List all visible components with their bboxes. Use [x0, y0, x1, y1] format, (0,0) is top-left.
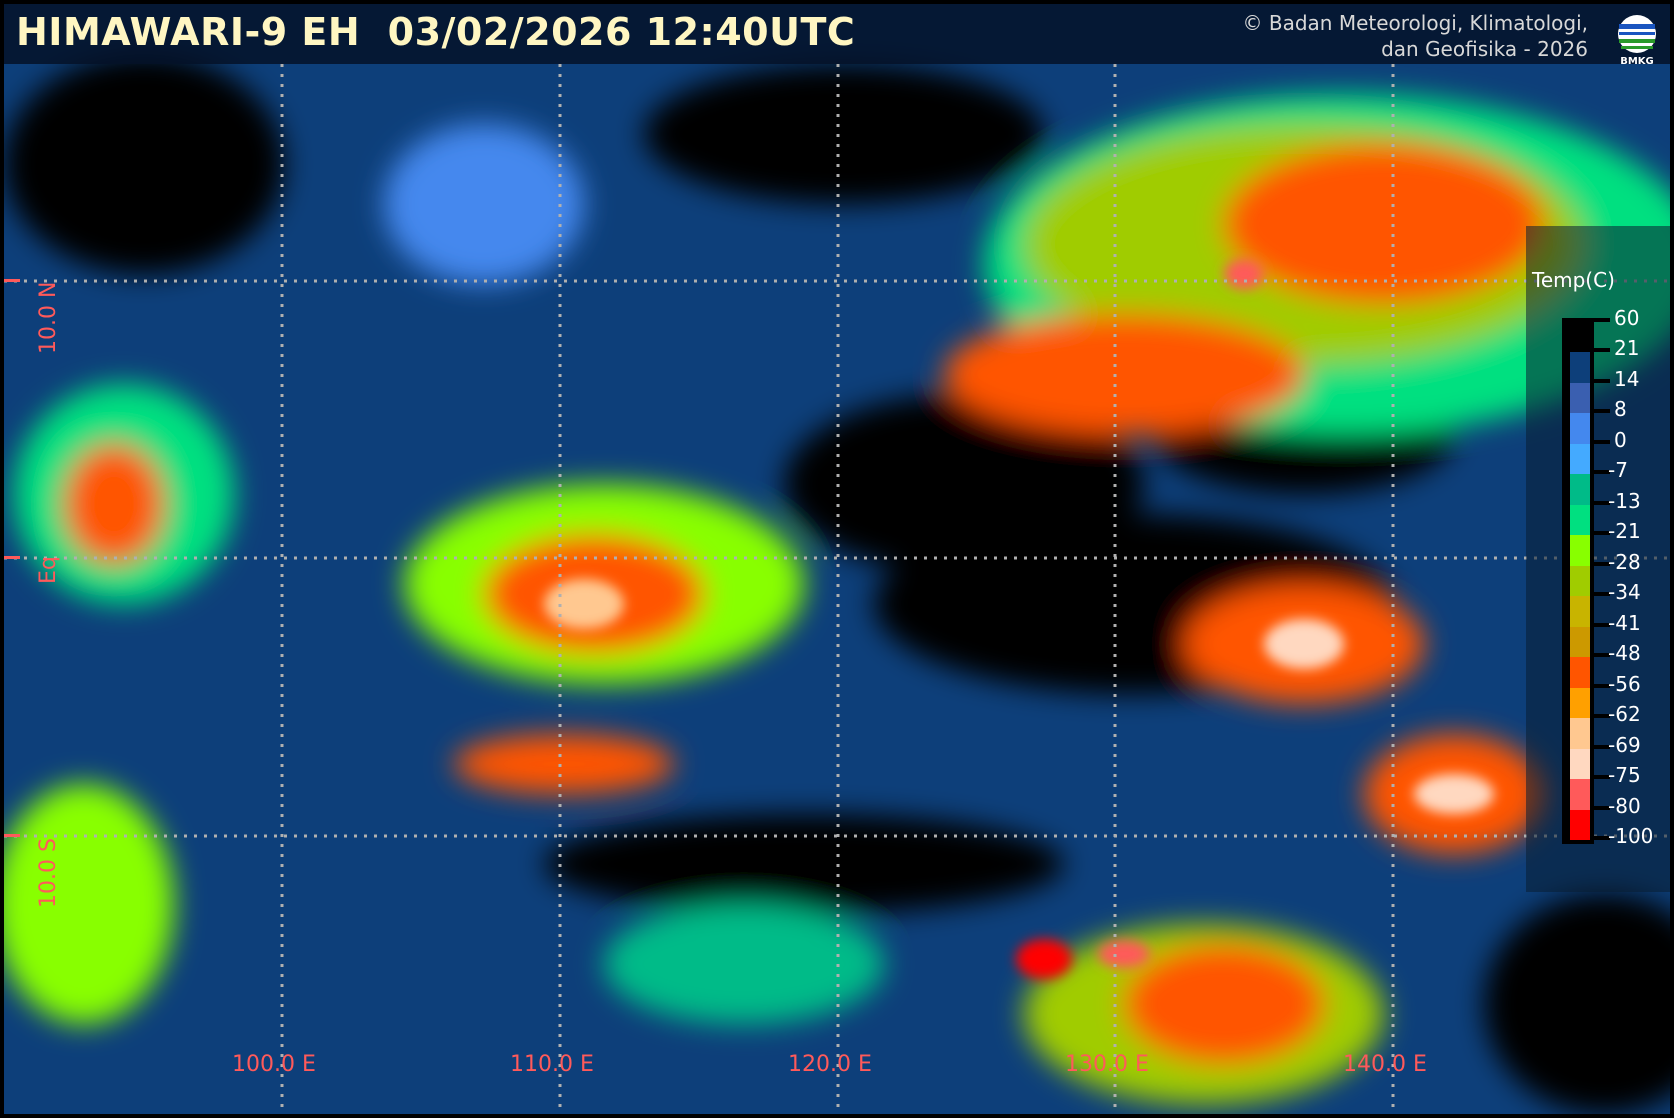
- legend-tick: [1590, 561, 1610, 566]
- lon-label-140e: 140.0 E: [1343, 1052, 1427, 1077]
- color-segment: [1570, 748, 1590, 780]
- lon-label-120e: 120.0 E: [788, 1052, 872, 1077]
- header-bar: HIMAWARI-9 EH 03/02/2026 12:40UTC © Bada…: [4, 4, 1670, 66]
- lon-label-100e: 100.0 E: [232, 1052, 316, 1077]
- legend-label: -13: [1608, 488, 1641, 513]
- legend-label: 21: [1614, 336, 1640, 361]
- legend-title: Temp(C): [1532, 268, 1615, 292]
- color-segment: [1570, 474, 1590, 505]
- legend-tick: [1590, 439, 1610, 444]
- color-bar: [1562, 318, 1594, 844]
- lat-tick: [4, 279, 20, 282]
- legend-label: -7: [1608, 458, 1628, 483]
- legend-tick: [1590, 683, 1610, 688]
- legend-label: -100: [1608, 824, 1654, 848]
- legend-label: 0: [1614, 427, 1627, 452]
- legend-label: -21: [1608, 519, 1641, 544]
- color-segment: [1570, 657, 1590, 688]
- copyright-credit: © Badan Meteorologi, Klimatologi, dan Ge…: [1243, 10, 1589, 62]
- color-segment: [1570, 626, 1590, 658]
- legend-label: -48: [1608, 641, 1641, 666]
- legend-tick: [1590, 409, 1610, 414]
- color-segment: [1570, 779, 1590, 810]
- bmkg-logo: BMKG: [1618, 15, 1656, 66]
- legend-tick: [1590, 622, 1610, 627]
- color-segment: [1570, 596, 1590, 627]
- legend-label: 60: [1614, 306, 1640, 330]
- legend-tick: [1590, 714, 1610, 719]
- color-segment: [1570, 718, 1590, 749]
- legend-tick: [1590, 775, 1610, 780]
- legend-label: -28: [1608, 549, 1641, 574]
- legend-label: 14: [1614, 366, 1640, 391]
- legend-tick: [1590, 836, 1610, 840]
- legend-tick: [1590, 653, 1610, 658]
- color-segment: [1570, 352, 1590, 383]
- legend-label: -80: [1608, 793, 1641, 818]
- cloud-imagery: [4, 54, 1670, 1114]
- color-segment: [1570, 504, 1590, 536]
- legend-tick: [1590, 744, 1610, 749]
- legend-label: -56: [1608, 671, 1641, 696]
- legend-tick: [1590, 592, 1610, 597]
- legend-tick: [1590, 500, 1610, 505]
- lat-label-10s: 10.0 S: [36, 838, 61, 908]
- lat-label-eq: Eq: [36, 556, 61, 584]
- satellite-map: [4, 4, 1670, 1114]
- legend-label: -34: [1608, 580, 1641, 605]
- legend-tick: [1590, 805, 1610, 810]
- color-segment: [1566, 322, 1590, 353]
- lat-label-10n: 10.0 N: [36, 281, 61, 354]
- color-segment: [1570, 443, 1590, 475]
- legend-label: -75: [1608, 763, 1641, 788]
- color-segment: [1570, 565, 1590, 597]
- legend-tick: [1590, 318, 1610, 322]
- color-segment: [1570, 413, 1590, 444]
- legend-label: -69: [1608, 732, 1641, 757]
- legend-label: 8: [1614, 397, 1627, 422]
- color-segment: [1570, 809, 1590, 840]
- logo-text: BMKG: [1620, 56, 1654, 66]
- lat-tick: [4, 834, 20, 837]
- legend-tick: [1590, 378, 1610, 383]
- color-segment: [1570, 382, 1590, 414]
- image-title: HIMAWARI-9 EH 03/02/2026 12:40UTC: [16, 10, 856, 54]
- lon-label-110e: 110.0 E: [510, 1052, 594, 1077]
- legend-label: -62: [1608, 702, 1641, 727]
- credit-line-2: dan Geofisika - 2026: [1381, 37, 1588, 61]
- credit-line-1: © Badan Meteorologi, Klimatologi,: [1242, 11, 1589, 35]
- lat-tick: [4, 556, 20, 559]
- temperature-legend: Temp(C) 60 21 14 8 0 -7 -13 -21 -28 -34 -41 -48 -56 -…: [1526, 226, 1670, 892]
- legend-label: -41: [1608, 610, 1641, 635]
- legend-tick: [1590, 531, 1610, 536]
- lon-label-130e: 130.0 E: [1065, 1052, 1149, 1077]
- legend-tick: [1590, 470, 1610, 475]
- legend-tick: [1590, 348, 1610, 353]
- color-segment: [1570, 687, 1590, 719]
- color-segment: [1570, 535, 1590, 566]
